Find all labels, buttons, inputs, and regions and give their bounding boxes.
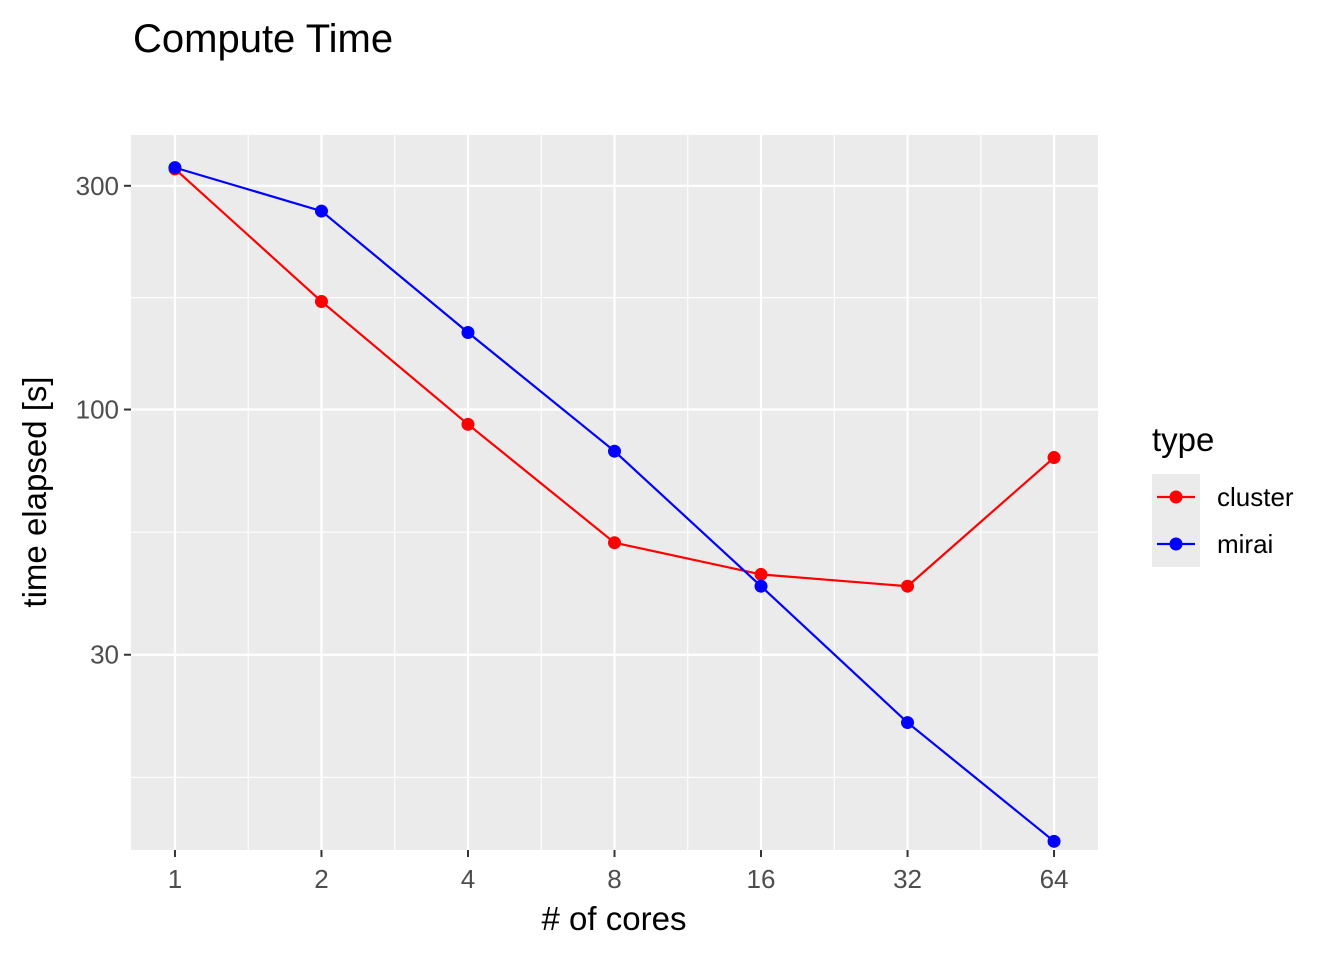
data-point-cluster bbox=[314, 294, 328, 308]
data-point-cluster bbox=[901, 579, 915, 593]
legend-point-cluster bbox=[1169, 490, 1183, 504]
data-point-cluster bbox=[754, 567, 768, 581]
y-axis-title: time elapsed [s] bbox=[16, 376, 53, 607]
data-point-cluster bbox=[608, 536, 621, 550]
data-point-mirai bbox=[901, 716, 915, 730]
data-point-mirai bbox=[1047, 834, 1061, 848]
data-point-mirai bbox=[754, 579, 768, 593]
data-point-mirai bbox=[314, 204, 328, 218]
y-tick-label: 30 bbox=[90, 640, 119, 670]
data-point-cluster bbox=[1047, 451, 1061, 465]
data-point-cluster bbox=[461, 417, 475, 431]
x-tick-label: 2 bbox=[314, 864, 328, 894]
series-points bbox=[168, 161, 1061, 848]
y-tick-label: 100 bbox=[76, 395, 119, 425]
data-point-mirai bbox=[168, 161, 182, 175]
legend-label-cluster: cluster bbox=[1217, 482, 1294, 512]
minor-gridlines bbox=[131, 135, 1098, 850]
x-tick-label: 64 bbox=[1040, 864, 1069, 894]
x-tick-label: 16 bbox=[747, 864, 776, 894]
x-tick-label: 4 bbox=[461, 864, 475, 894]
y-axis: 30 100 300 bbox=[76, 171, 131, 670]
x-axis: 1 2 4 8 16 32 64 bbox=[168, 850, 1069, 894]
legend-items: cluster mirai bbox=[1157, 482, 1294, 559]
legend: type cluster mirai bbox=[1152, 421, 1294, 567]
x-tick-label: 8 bbox=[607, 864, 621, 894]
x-axis-title: # of cores bbox=[542, 900, 687, 937]
data-point-mirai bbox=[461, 325, 475, 339]
x-tick-label: 1 bbox=[168, 864, 182, 894]
legend-point-mirai bbox=[1169, 537, 1183, 551]
legend-title: type bbox=[1152, 421, 1214, 458]
legend-label-mirai: mirai bbox=[1217, 529, 1273, 559]
major-gridlines bbox=[131, 135, 1098, 850]
x-tick-label: 32 bbox=[893, 864, 922, 894]
y-tick-label: 300 bbox=[76, 171, 119, 201]
legend-key-background bbox=[1152, 474, 1200, 567]
chart-title: Compute Time bbox=[133, 17, 393, 61]
data-point-mirai bbox=[608, 444, 621, 458]
